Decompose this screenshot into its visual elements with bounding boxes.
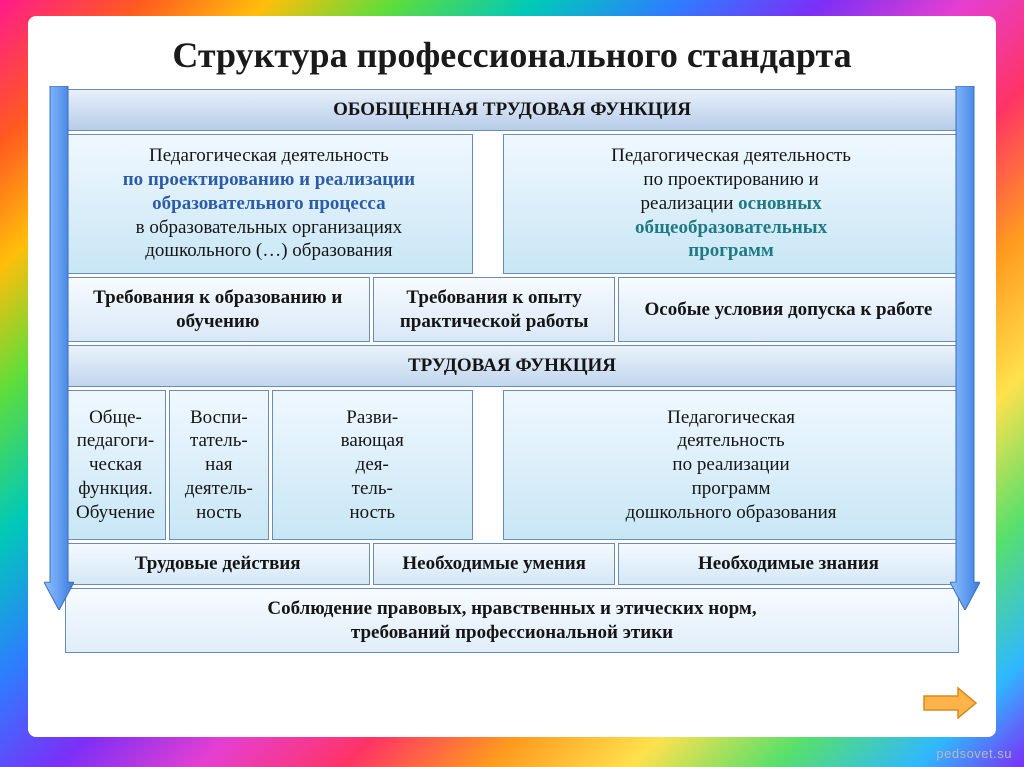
text-line: основных (738, 193, 821, 214)
next-slide-button[interactable] (922, 686, 978, 725)
text-line: Педагогическая деятельность (149, 145, 389, 166)
left-down-arrow-icon (44, 86, 74, 610)
requirements-special-cell: Особые условия допуска к работе (618, 277, 959, 343)
diagram-container: ОБОБЩЕННАЯ ТРУДОВАЯ ФУНКЦИЯ Педагогическ… (62, 86, 962, 656)
function-preschool-cell: Педагогическая деятельность по реализаци… (503, 390, 959, 540)
gap (476, 390, 500, 540)
function-upbringing-cell: Воспи- татель- ная деятель- ность (169, 390, 269, 540)
text-line: общеобразовательных (635, 217, 827, 238)
text-line: реализации (641, 193, 734, 214)
activity-right-cell: Педагогическая деятельность по проектиро… (503, 134, 959, 274)
slide-frame: Структура профессионального стандарта (28, 16, 996, 737)
text-line: по проектированию и реализации (123, 169, 415, 190)
text-line: дошкольного (…) образования (145, 240, 392, 261)
footer-line-1: Соблюдение правовых, нравственных и этич… (267, 598, 756, 619)
structure-table: ОБОБЩЕННАЯ ТРУДОВАЯ ФУНКЦИЯ Педагогическ… (62, 86, 962, 656)
required-skills-cell: Необходимые умения (373, 543, 614, 585)
activity-left-cell: Педагогическая деятельность по проектиро… (65, 134, 473, 274)
text-line: в образовательных организациях (136, 217, 403, 238)
function-teaching-cell: Обще- педагоги- ческая функция. Обучение (65, 390, 166, 540)
watermark-text: pedsovet.su (936, 746, 1012, 761)
right-down-arrow-icon (950, 86, 980, 610)
labor-actions-cell: Трудовые действия (65, 543, 370, 585)
footer-line-2: требований профессиональной этики (351, 622, 673, 643)
requirements-education-cell: Требования к образованию и обучению (65, 277, 370, 343)
gap (476, 134, 500, 274)
text-line: Педагогическая деятельность (611, 145, 851, 166)
text-line: программ (688, 240, 774, 261)
function-developing-cell: Разви- вающая дея- тель- ность (272, 390, 473, 540)
text-line: образовательного процесса (152, 193, 385, 214)
text-line: по проектированию и (643, 169, 818, 190)
labor-function-header: ТРУДОВАЯ ФУНКЦИЯ (65, 345, 959, 387)
required-knowledge-cell: Необходимые знания (618, 543, 959, 585)
ethics-footer-cell: Соблюдение правовых, нравственных и этич… (65, 588, 959, 654)
requirements-experience-cell: Требования к опыту практической работы (373, 277, 614, 343)
generalized-function-header: ОБОБЩЕННАЯ ТРУДОВАЯ ФУНКЦИЯ (65, 89, 959, 131)
slide-title: Структура профессионального стандарта (50, 34, 974, 76)
